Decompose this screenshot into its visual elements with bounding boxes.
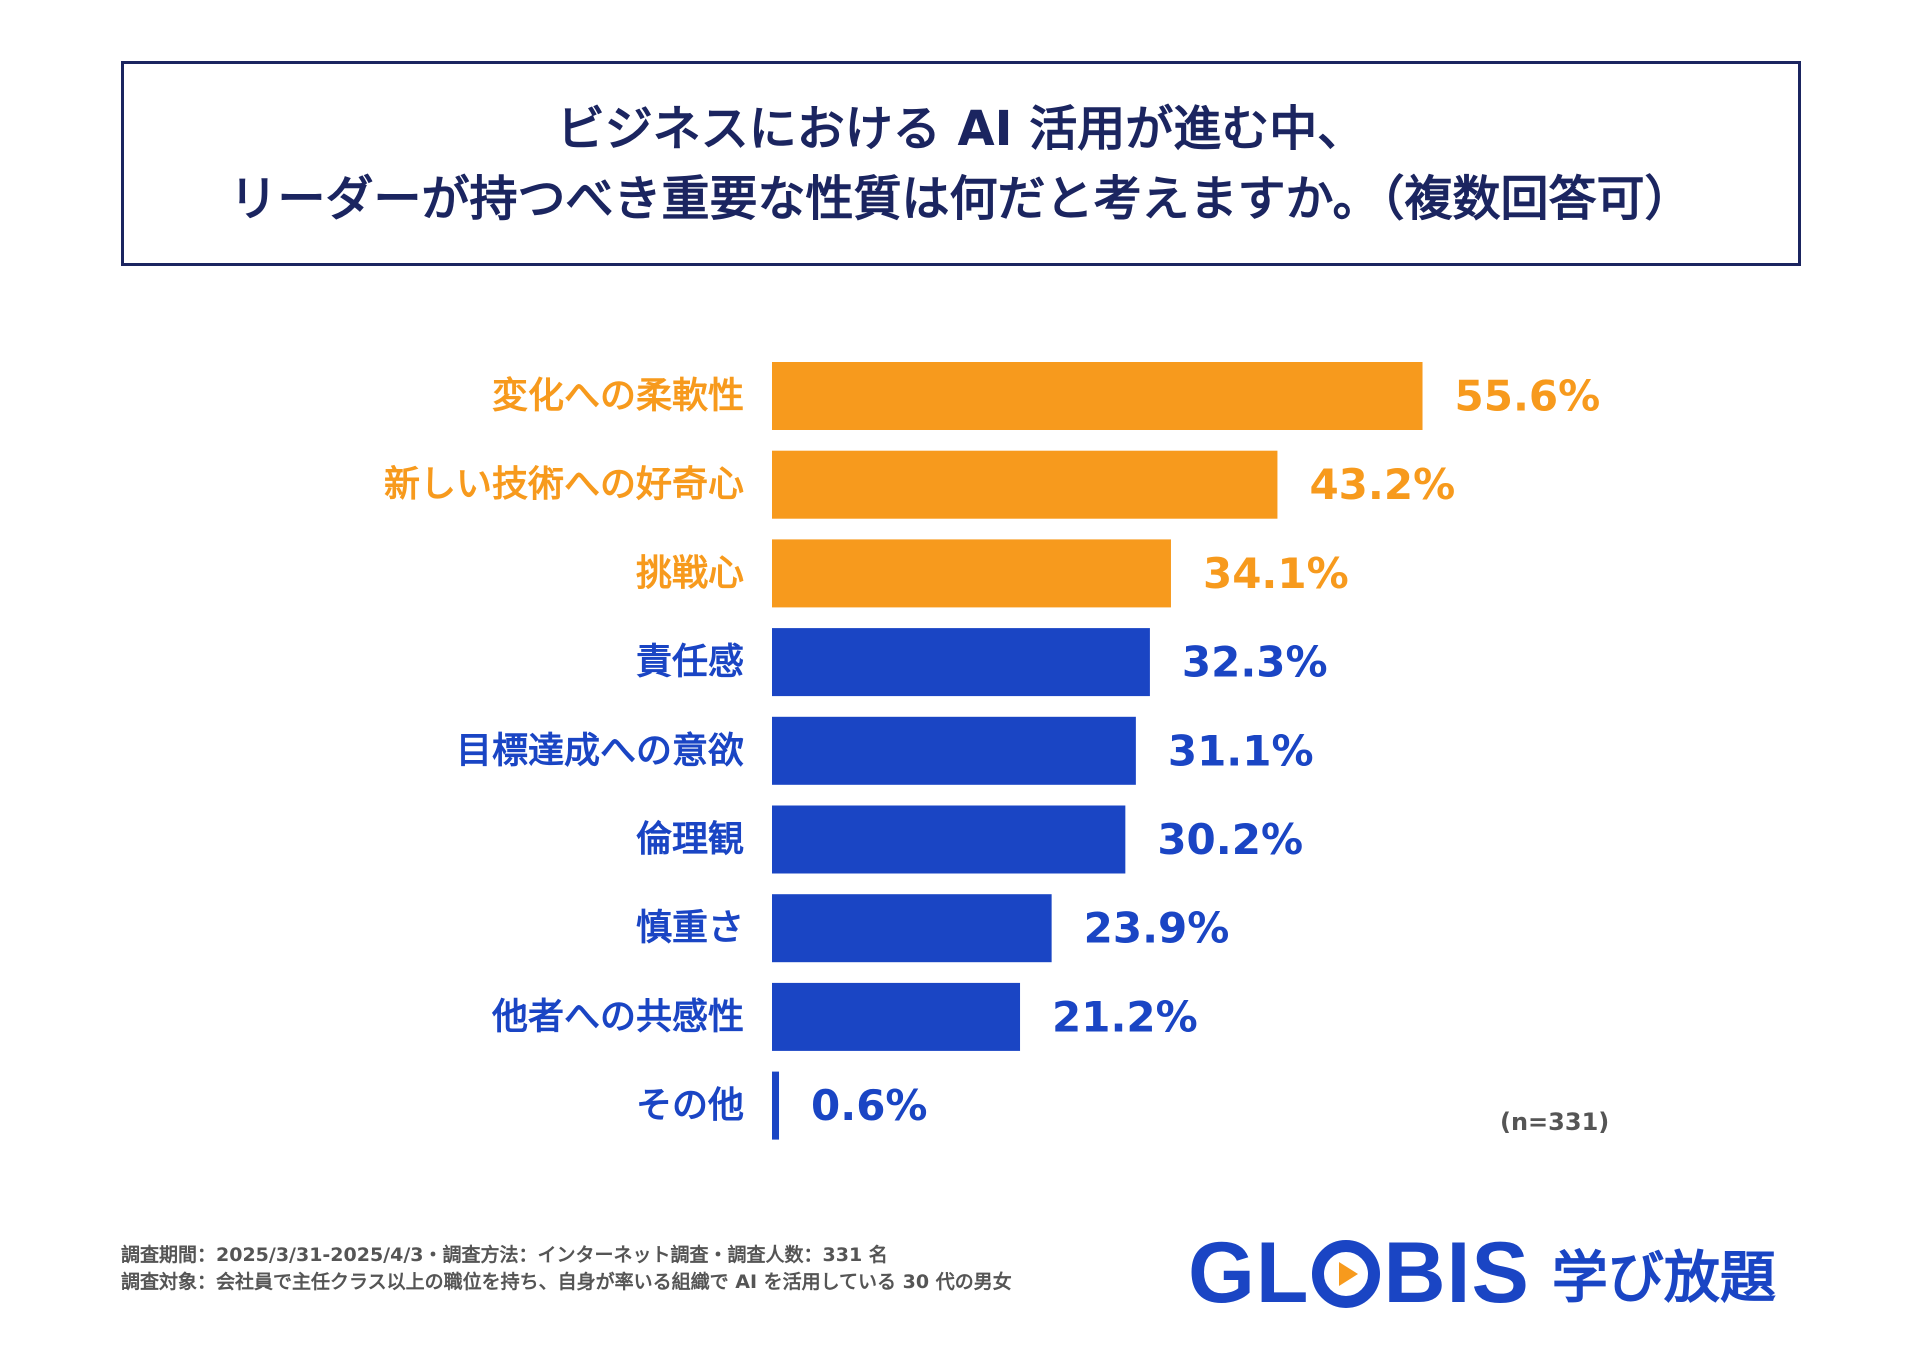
value-label: 31.1% xyxy=(1168,726,1314,775)
title-box: ビジネスにおける AI 活用が進む中、 リーダーが持つべき重要な性質は何だと考え… xyxy=(121,61,1801,266)
bar xyxy=(772,805,1126,874)
footnote-line-1: 調査期間：2025/3/31-2025/4/3・調査方法：インターネット調査・調… xyxy=(121,1244,888,1266)
title-line-2: リーダーが持つべき重要な性質は何だと考えますか。（複数回答可） xyxy=(229,170,1693,227)
bar xyxy=(772,716,1136,785)
value-label: 0.6% xyxy=(811,1081,927,1130)
bar xyxy=(772,628,1150,697)
category-label: 責任感 xyxy=(636,642,744,683)
sample-size-note: (n=331) xyxy=(1500,1108,1610,1136)
play-circle-icon xyxy=(1311,1238,1381,1308)
title-line-1: ビジネスにおける AI 活用が進む中、 xyxy=(556,100,1366,157)
category-label: 挑戦心 xyxy=(636,553,744,594)
bar-chart: 変化への柔軟性 55.6% 新しい技術への好奇心 43.2% 挑戦心 34.1% 責任感 32… xyxy=(384,362,1601,1140)
footnote-line-2: 調査対象：会社員で主任クラス以上の職位を持ち、自身が率いる組織で AI を活用し… xyxy=(121,1271,1012,1293)
category-label: 他者への共感性 xyxy=(491,996,744,1037)
logo-text-part2: BIS xyxy=(1383,1224,1530,1321)
category-label: その他 xyxy=(636,1085,744,1126)
value-label: 34.1% xyxy=(1203,549,1349,598)
bar xyxy=(772,982,1021,1051)
value-label: 55.6% xyxy=(1455,372,1601,421)
logo-text-part1: GL xyxy=(1188,1224,1310,1321)
bar xyxy=(772,450,1278,519)
category-label: 慎重さ xyxy=(636,908,744,949)
bar xyxy=(772,1071,780,1140)
value-label: 23.9% xyxy=(1084,904,1230,953)
value-label: 30.2% xyxy=(1157,815,1303,864)
category-label: 倫理観 xyxy=(636,818,744,860)
bar xyxy=(772,362,1423,430)
bar xyxy=(772,894,1052,963)
value-label: 32.3% xyxy=(1182,638,1328,687)
category-label: 目標達成への意欲 xyxy=(456,730,744,771)
category-label: 変化への柔軟性 xyxy=(492,375,744,417)
globis-logo: GL BIS 学び放題 xyxy=(1188,1225,1776,1321)
value-label: 21.2% xyxy=(1052,992,1198,1041)
bar xyxy=(772,539,1171,608)
category-label: 新しい技術への好奇心 xyxy=(384,464,744,505)
survey-footnote: 調査期間：2025/3/31-2025/4/3・調査方法：インターネット調査・調… xyxy=(121,1242,1012,1296)
logo-subtitle: 学び放題 xyxy=(1551,1245,1776,1311)
logo-wordmark: GL BIS xyxy=(1188,1224,1530,1323)
value-label: 43.2% xyxy=(1309,460,1455,509)
